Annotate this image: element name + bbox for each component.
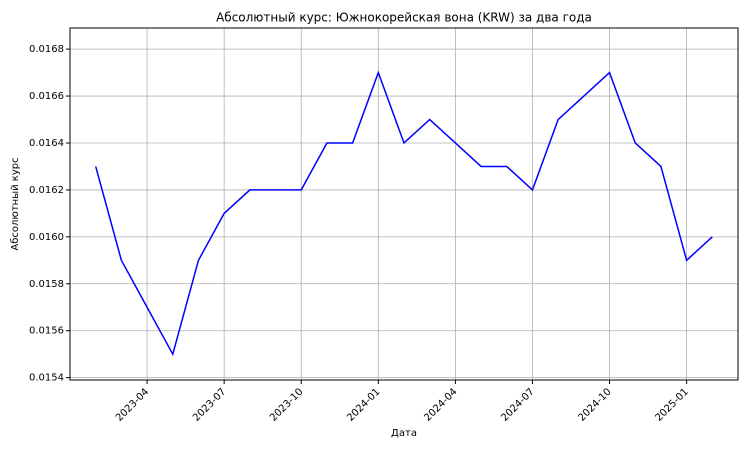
x-axis-label: Дата <box>391 428 417 439</box>
plot-frame <box>69 27 739 381</box>
y-tick-label: 0.0160 <box>29 232 64 243</box>
data-line <box>94 70 713 357</box>
chart-title: Абсолютный курс: Южнокорейская вона (KRW… <box>216 11 592 25</box>
y-tick-label: 0.0154 <box>29 373 64 384</box>
y-axis-label: Абсолютный курс <box>10 157 21 250</box>
y-tick-label: 0.0162 <box>29 185 64 196</box>
y-tick-label: 0.0164 <box>29 138 64 149</box>
y-tick-label: 0.0166 <box>29 91 64 102</box>
y-tick-label: 0.0158 <box>29 279 64 290</box>
y-tick-label: 0.0156 <box>29 326 64 337</box>
y-tick-label: 0.0168 <box>29 44 64 55</box>
